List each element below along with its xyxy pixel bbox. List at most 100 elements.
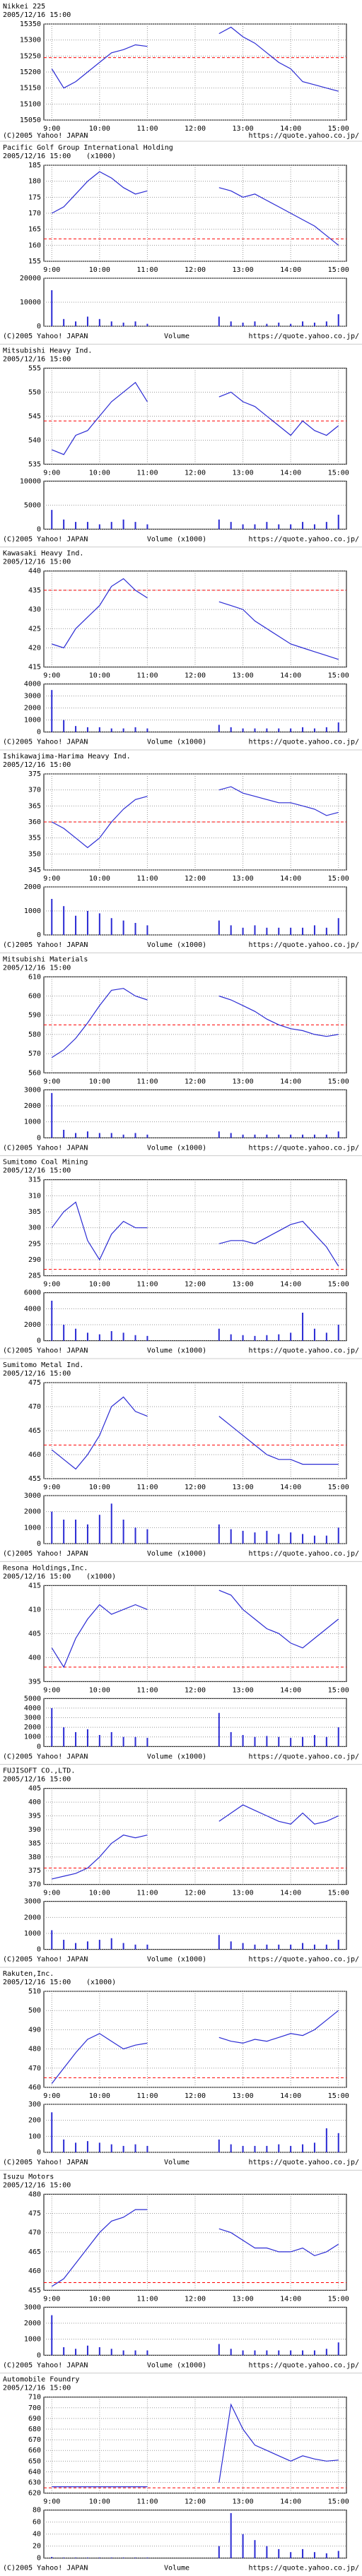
volume-tick-label: 2000 (24, 883, 41, 891)
x-tick-label: 15:00 (328, 125, 349, 133)
y-tick-label: 400 (28, 1799, 41, 1806)
volume-bar (325, 522, 327, 530)
volume-label: Volume (x1000) (147, 1753, 206, 1760)
volume-bar (313, 2350, 315, 2356)
volume-bar (278, 2548, 280, 2558)
volume-bar (98, 2347, 100, 2356)
volume-bar (98, 727, 100, 732)
volume-bar (254, 1335, 256, 1341)
volume-bar (218, 1328, 220, 1341)
unit-label: (x1000) (86, 153, 116, 160)
volume-bar (51, 690, 53, 732)
x-tick-label: 11:00 (136, 1078, 158, 1085)
x-tick-label: 15:00 (328, 875, 349, 883)
y-tick-label: 545 (28, 412, 41, 420)
volume-bar (313, 1735, 315, 1747)
volume-tick-label: 3000 (24, 693, 41, 700)
y-tick-label: 630 (28, 2479, 41, 2487)
volume-bar (63, 318, 65, 326)
volume-tick-label: 3000 (24, 1898, 41, 1906)
volume-bar (302, 2548, 304, 2558)
y-tick-label: 15200 (20, 68, 41, 76)
volume-bar (51, 899, 53, 935)
volume-bar (230, 925, 232, 935)
volume-bar (86, 522, 88, 530)
y-tick-label: 370 (28, 1881, 41, 1889)
volume-bar (313, 524, 315, 530)
volume-frame (43, 1901, 347, 1950)
volume-bar (242, 2350, 244, 2356)
volume-bar (242, 2534, 244, 2558)
copyright: (C)2005 Yahoo! JAPAN (3, 941, 88, 949)
chart-title: Pacific Golf Group International Holding (3, 144, 173, 152)
x-tick-label: 14:00 (280, 1890, 301, 1897)
x-tick-label: 14:00 (280, 1281, 301, 1289)
volume-bar (218, 2546, 220, 2558)
y-tick-label: 180 (28, 178, 41, 186)
volume-tick-label: 0 (37, 1337, 41, 1345)
volume-bar (122, 1520, 124, 1544)
volume-bar (122, 728, 124, 732)
y-tick-label: 355 (28, 835, 41, 842)
volume-bar (146, 728, 148, 732)
chart-subtitle: 2005/12/16 15:00 (3, 2181, 71, 2189)
volume-bar (278, 322, 280, 326)
volume-bar (290, 2145, 292, 2152)
volume-bar (75, 915, 77, 935)
volume-bar (254, 1134, 256, 1138)
copyright: (C)2005 Yahoo! JAPAN (3, 739, 88, 746)
volume-bar (254, 524, 256, 530)
source-url: https://quote.yahoo.co.jp/ (248, 333, 359, 340)
volume-tick-label: 300 (28, 2101, 41, 2109)
price-line (51, 26, 339, 92)
price-line (52, 171, 339, 246)
volume-tick-label: 4000 (24, 1705, 41, 1712)
volume-bar (325, 2553, 327, 2558)
volume-bar (290, 1944, 292, 1950)
volume-tick-label: 1000 (24, 1930, 41, 1938)
x-tick-label: 12:00 (185, 2498, 206, 2506)
volume-bar (266, 1134, 268, 1138)
y-tick-label: 365 (28, 802, 41, 810)
volume-bar (218, 2344, 220, 2356)
volume-tick-label: 2000 (24, 1508, 41, 1516)
y-tick-label: 620 (28, 2490, 41, 2498)
y-tick-label: 400 (28, 1654, 41, 1662)
volume-bar (51, 2112, 53, 2152)
volume-tick-label: 3000 (24, 1492, 41, 1500)
volume-frame (43, 1495, 347, 1544)
x-tick-label: 13:00 (233, 1078, 254, 1085)
y-tick-label: 470 (28, 1403, 41, 1411)
x-tick-label: 9:00 (43, 1686, 60, 1694)
volume-bar (218, 2139, 220, 2152)
volume-bar (242, 927, 244, 935)
volume-tick-label: 0 (37, 729, 41, 737)
volume-bar (110, 1503, 112, 1544)
volume-bar (110, 1938, 112, 1950)
y-tick-label: 430 (28, 606, 41, 614)
y-tick-label: 300 (28, 1224, 41, 1232)
x-tick-label: 9:00 (43, 266, 60, 274)
volume-bar (86, 1332, 88, 1341)
x-tick-label: 11:00 (136, 875, 158, 883)
volume-bar (218, 1524, 220, 1544)
x-tick-label: 11:00 (136, 672, 158, 680)
volume-bar (98, 524, 100, 530)
x-tick-label: 9:00 (43, 1484, 60, 1491)
volume-tick-label: 0 (37, 1946, 41, 1954)
volume-bar (266, 927, 268, 935)
volume-bar (146, 1529, 148, 1544)
x-tick-label: 10:00 (89, 266, 110, 274)
volume-bar (242, 1530, 244, 1544)
volume-bar (134, 1335, 136, 1341)
x-tick-label: 9:00 (43, 1890, 60, 1897)
volume-label: Volume (164, 333, 189, 340)
copyright: (C)2005 Yahoo! JAPAN (3, 2361, 88, 2369)
volume-bar (266, 1736, 268, 1747)
volume-bar (337, 2133, 339, 2152)
volume-bar (98, 1133, 100, 1138)
volume-tick-label: 100 (28, 2133, 41, 2140)
y-tick-label: 165 (28, 226, 41, 234)
source-url: https://quote.yahoo.co.jp/ (248, 2565, 359, 2572)
volume-tick-label: 4000 (24, 681, 41, 688)
